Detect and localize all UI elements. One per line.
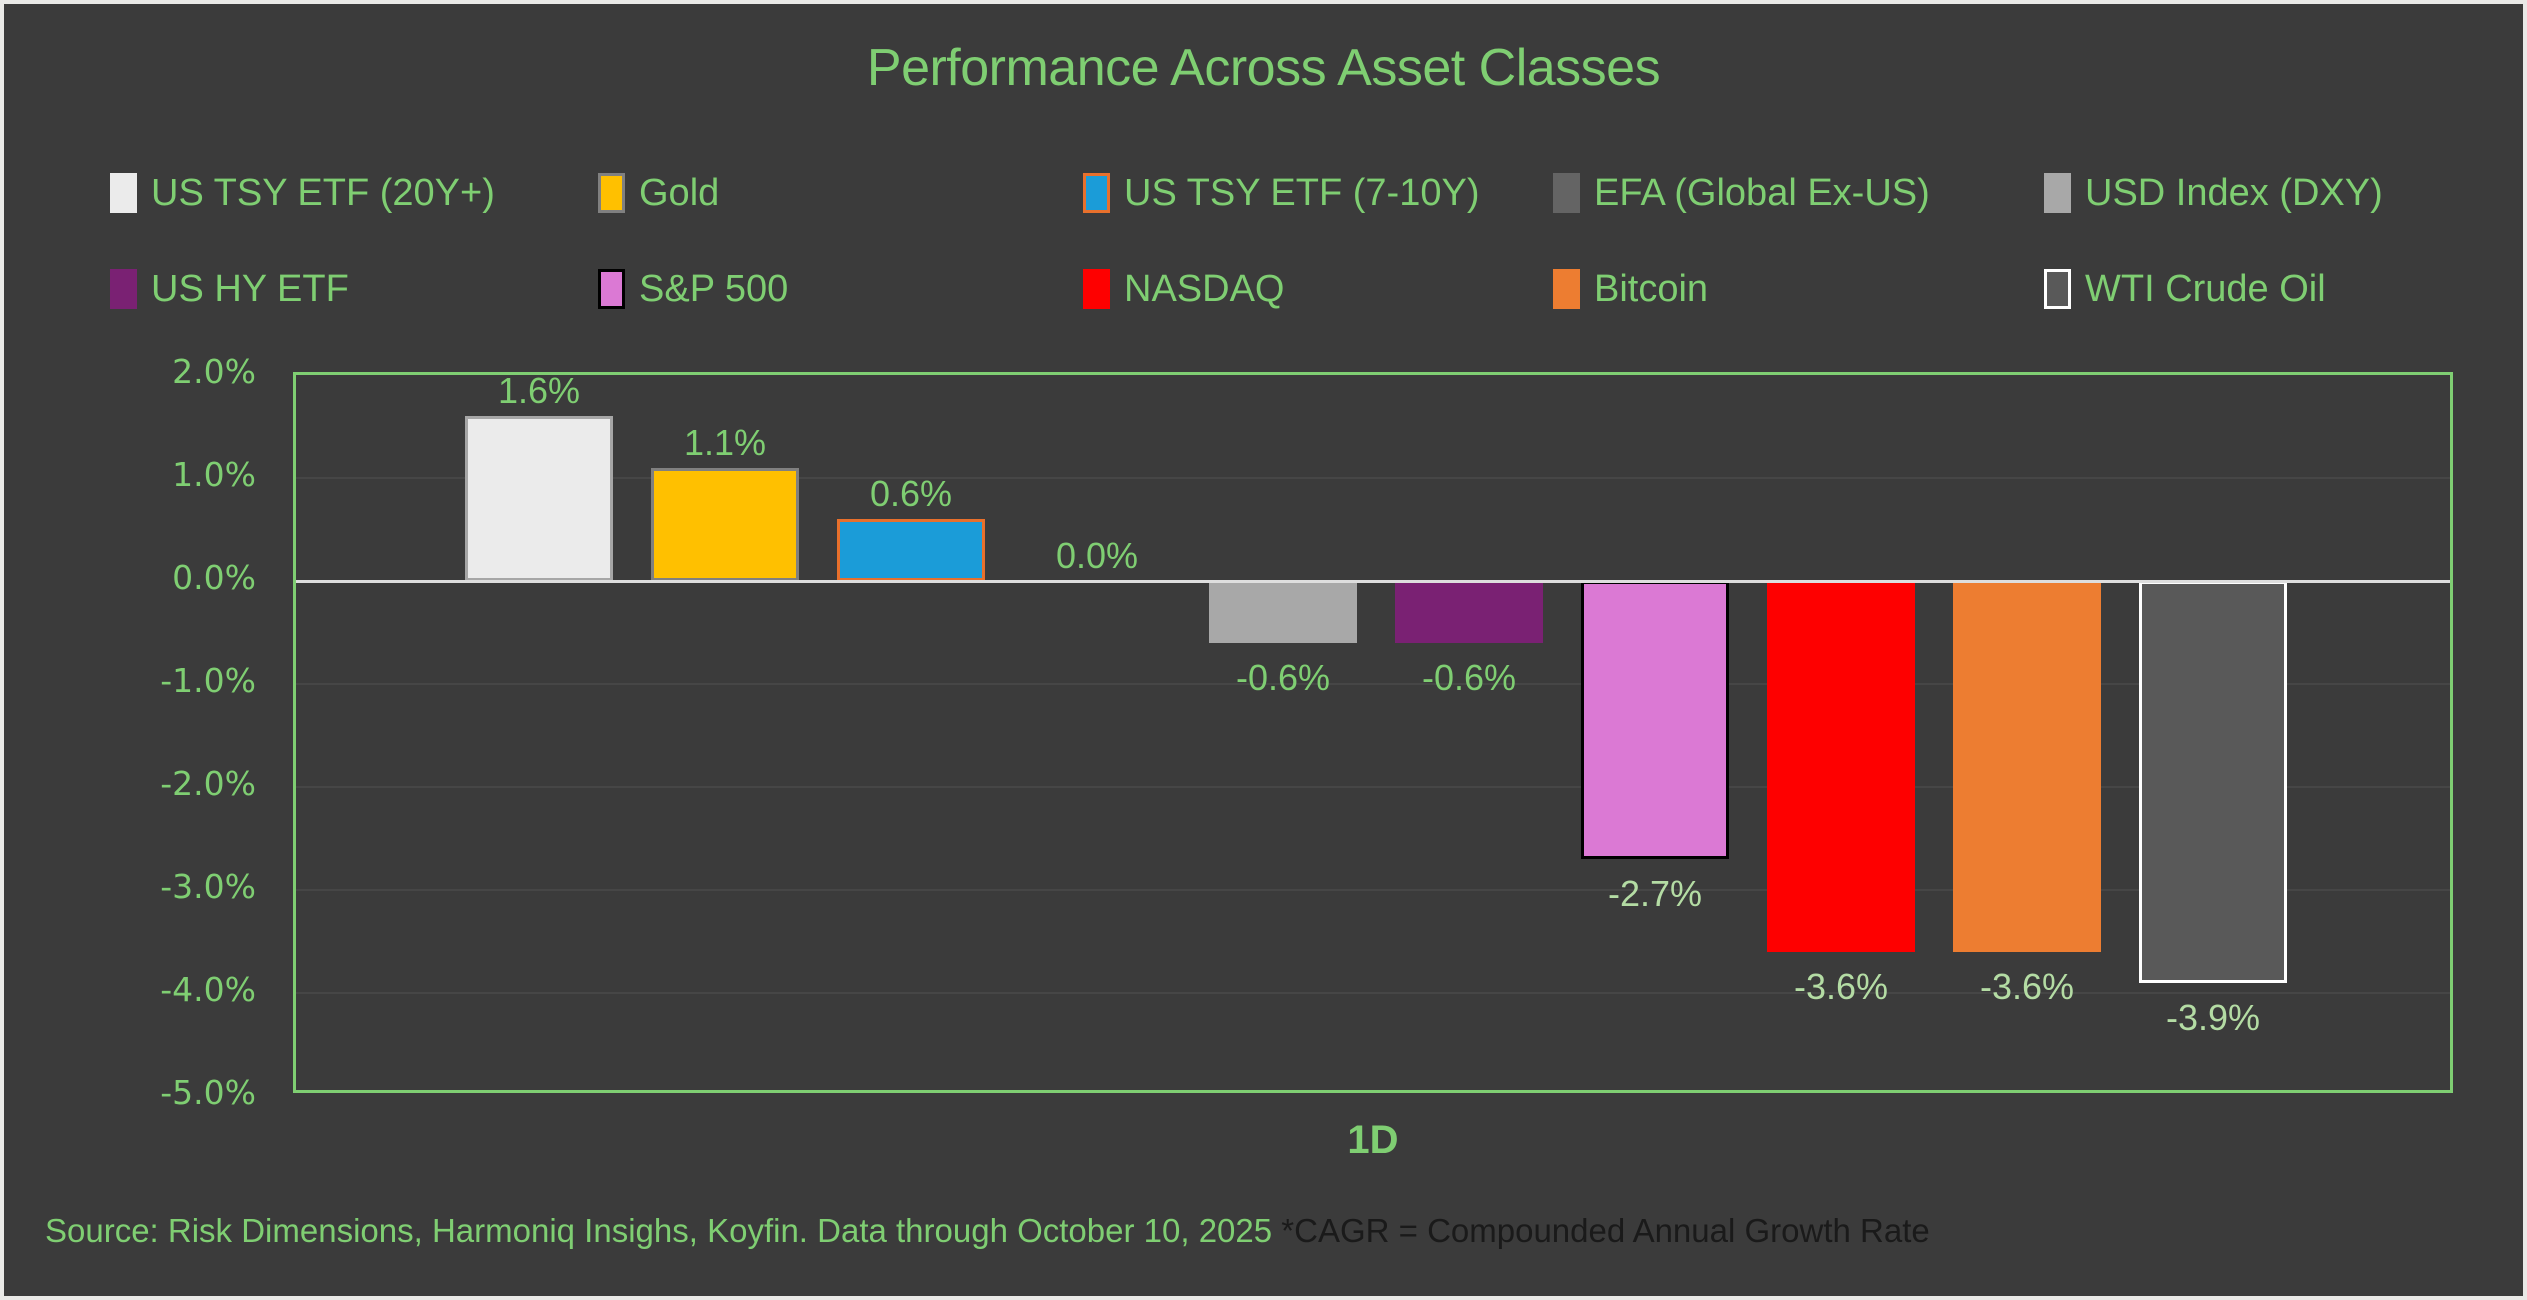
- gridline: [296, 786, 2450, 788]
- bar-us-tsy-etf-20y-: [465, 416, 613, 581]
- legend-label: EFA (Global Ex-US): [1594, 171, 1930, 214]
- cagr-footnote-dark-text: *CAGR = Compounded Annual Growth Rate: [1281, 1212, 1930, 1249]
- bar-data-label: -2.7%: [1607, 873, 1703, 915]
- plot-area: 1.6% 1.1% 0.6% 0.0% -0.6% -0.6% -2.7% -3.6% -3.6…: [293, 370, 2453, 1093]
- y-axis-tick-label: -4.0%: [160, 970, 256, 1009]
- bar-data-label: -0.6%: [1235, 656, 1331, 698]
- y-axis-tick-label: 2.0%: [172, 352, 256, 391]
- legend-item: US TSY ETF (7-10Y): [1083, 170, 1479, 216]
- y-axis-tick-labels: 2.0% 1.0% 0.0% -1.0% -2.0% -3.0% -4.0% -5.0%: [0, 352, 256, 1112]
- legend-swatch-icon: [110, 173, 137, 213]
- legend-label: Bitcoin: [1594, 267, 1709, 310]
- gridline: [296, 889, 2450, 891]
- legend-item: US TSY ETF (20Y+): [110, 170, 495, 216]
- legend-item: EFA (Global Ex-US): [1553, 170, 1930, 216]
- bar-nasdaq: [1767, 581, 1915, 952]
- legend-label: Gold: [639, 171, 720, 214]
- legend-swatch-icon: [1083, 173, 1110, 213]
- bar-wti-crude-oil: [2139, 581, 2287, 983]
- y-axis-tick-label: 1.0%: [172, 455, 256, 494]
- legend-swatch-icon: [2044, 173, 2071, 213]
- bar-data-label: -3.6%: [1793, 965, 1889, 1007]
- legend-swatch-icon: [598, 173, 625, 213]
- bar-s-p-500: [1581, 581, 1729, 860]
- legend-item: WTI Crude Oil: [2044, 266, 2326, 312]
- legend-swatch-icon: [598, 269, 625, 309]
- source-note: Source: Risk Dimensions, Harmoniq Insigh…: [45, 1212, 1930, 1250]
- legend-label: US HY ETF: [151, 267, 349, 310]
- bar-data-label: 0.6%: [869, 473, 953, 515]
- legend-item: NASDAQ: [1083, 266, 1284, 312]
- legend-swatch-icon: [110, 269, 137, 309]
- bar-data-label: -3.6%: [1979, 965, 2075, 1007]
- legend-label: S&P 500: [639, 267, 789, 310]
- legend-swatch-icon: [1083, 269, 1110, 309]
- legend-swatch-icon: [1553, 269, 1580, 309]
- bar-data-label: -3.9%: [2165, 996, 2261, 1038]
- legend-swatch-icon: [2044, 269, 2071, 309]
- legend-item: Gold: [598, 170, 719, 216]
- legend-item: US HY ETF: [110, 266, 349, 312]
- legend-label: US TSY ETF (7-10Y): [1124, 171, 1480, 214]
- legend-label: USD Index (DXY): [2085, 171, 2383, 214]
- bar-us-tsy-etf-7-10y-: [837, 519, 985, 581]
- source-note-green-text: Source: Risk Dimensions, Harmoniq Insigh…: [45, 1212, 1282, 1249]
- bar-us-hy-etf: [1395, 581, 1543, 643]
- legend-swatch-icon: [1553, 173, 1580, 213]
- y-axis-tick-label: 0.0%: [172, 558, 256, 597]
- gridline: [296, 683, 2450, 685]
- bar-gold: [651, 467, 799, 581]
- chart-title: Performance Across Asset Classes: [866, 39, 1661, 97]
- y-axis-tick-label: -1.0%: [160, 661, 256, 700]
- bar-data-label: 1.6%: [497, 370, 581, 412]
- legend-item: S&P 500: [598, 266, 788, 312]
- bar-data-label: -0.6%: [1421, 656, 1517, 698]
- zero-axis-line: [296, 580, 2450, 583]
- legend-label: NASDAQ: [1124, 267, 1285, 310]
- gridline: [296, 992, 2450, 994]
- bar-bitcoin: [1953, 581, 2101, 952]
- bar-data-label: 0.0%: [1055, 535, 1139, 576]
- y-axis-tick-label: -5.0%: [160, 1073, 256, 1112]
- bar-data-label: 1.1%: [683, 421, 767, 463]
- legend-item: USD Index (DXY): [2044, 170, 2383, 216]
- legend-label: WTI Crude Oil: [2085, 267, 2326, 310]
- gridline: [296, 477, 2450, 479]
- y-axis-tick-label: -3.0%: [160, 867, 256, 906]
- legend-label: US TSY ETF (20Y+): [151, 171, 495, 214]
- x-axis-category-label: 1D: [1347, 1118, 1399, 1162]
- y-axis-tick-label: -2.0%: [160, 764, 256, 803]
- bar-usd-index-dxy-: [1209, 581, 1357, 643]
- legend-item: Bitcoin: [1553, 266, 1708, 312]
